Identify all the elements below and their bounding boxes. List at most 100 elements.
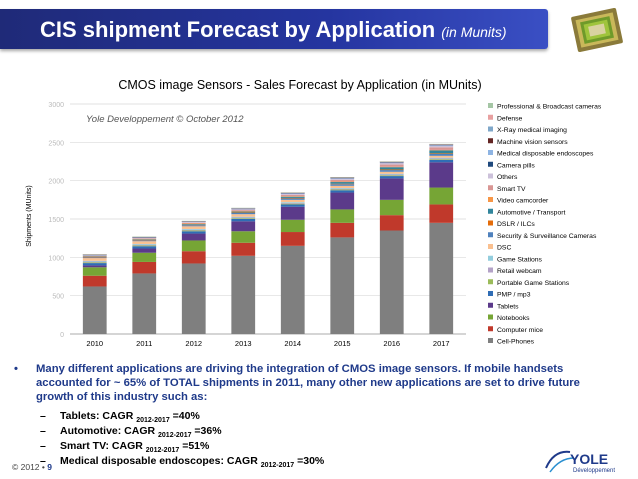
legend-label: Game Stations bbox=[497, 256, 543, 263]
bar-segment bbox=[330, 188, 355, 190]
bar-segment bbox=[379, 171, 404, 174]
bar-segment bbox=[280, 197, 305, 199]
legend-swatch bbox=[488, 197, 493, 202]
copyright: © 2012 • bbox=[12, 462, 45, 472]
bar-segment bbox=[280, 198, 305, 200]
legend-label: Security & Surveillance Cameras bbox=[497, 233, 597, 240]
x-tick-label: 2012 bbox=[185, 339, 202, 348]
bar-segment bbox=[280, 193, 305, 195]
bar-segment bbox=[181, 231, 206, 234]
bar-segment bbox=[132, 273, 157, 334]
bar-segment bbox=[379, 162, 404, 165]
legend-label: Defense bbox=[497, 115, 523, 122]
bar-segment bbox=[181, 225, 206, 227]
bar-segment bbox=[231, 210, 256, 212]
bar-segment bbox=[330, 185, 355, 188]
legend-swatch bbox=[488, 173, 493, 179]
bar-segment bbox=[82, 255, 107, 256]
bar-segment bbox=[379, 178, 404, 200]
y-tick-label: 0 bbox=[60, 332, 64, 339]
bar-segment bbox=[231, 211, 256, 213]
bar-segment bbox=[181, 228, 206, 230]
bar-segment bbox=[379, 175, 404, 177]
legend-swatch bbox=[488, 314, 493, 320]
legend-swatch bbox=[488, 103, 493, 108]
bar-segment bbox=[429, 222, 454, 334]
legend-swatch bbox=[488, 185, 493, 191]
bar-segment bbox=[280, 196, 305, 198]
chart-watermark: Yole Developpement © October 2012 bbox=[86, 114, 244, 125]
bar-segment bbox=[429, 144, 454, 146]
bar-segment bbox=[280, 202, 305, 203]
sub-bullet: – Smart TV: CAGR 2012-2017 =51% bbox=[40, 440, 210, 455]
bar-segment bbox=[181, 224, 206, 225]
x-tick-label: 2017 bbox=[433, 339, 450, 348]
bar-segment bbox=[132, 252, 157, 262]
bar-segment bbox=[82, 258, 107, 261]
bar-segment bbox=[132, 261, 157, 274]
x-tick-label: 2016 bbox=[383, 339, 400, 348]
bar-segment bbox=[280, 196, 305, 197]
bar-segment bbox=[379, 174, 404, 176]
bar-segment bbox=[280, 204, 305, 207]
bar-segment bbox=[330, 237, 355, 334]
bar-segment bbox=[429, 153, 454, 156]
bar-segment bbox=[379, 167, 404, 170]
bar-segment bbox=[231, 217, 256, 219]
legend-swatch bbox=[488, 291, 493, 296]
sub-bullet: – Tablets: CAGR 2012-2017 =40% bbox=[40, 410, 200, 425]
bar-segment bbox=[231, 255, 256, 334]
bar-segment bbox=[82, 275, 107, 287]
legend-label: Others bbox=[497, 174, 518, 181]
legend-swatch bbox=[488, 208, 493, 214]
legend-swatch bbox=[488, 338, 493, 343]
bar-segment bbox=[280, 203, 305, 205]
bar-segment bbox=[379, 199, 404, 216]
bar-segment bbox=[330, 178, 355, 180]
bar-segment bbox=[330, 183, 355, 185]
bar-segment bbox=[379, 170, 404, 172]
slide-header: CIS shipment Forecast by Application (in … bbox=[0, 0, 638, 56]
legend-label: Cell-Phones bbox=[497, 339, 535, 346]
sub-bullet: – Medical disposable endoscopes: CAGR 201… bbox=[40, 455, 325, 470]
bar-segment bbox=[181, 229, 206, 231]
legend-label: DSLR / ILCs bbox=[497, 221, 535, 228]
bar-segment bbox=[181, 223, 206, 225]
legend-label: Machine vision sensors bbox=[497, 139, 568, 146]
legend-label: PMP / mp3 bbox=[497, 292, 531, 299]
title-bar bbox=[0, 9, 548, 49]
bar-segment bbox=[132, 240, 157, 242]
bar-segment bbox=[429, 159, 454, 163]
bar-segment bbox=[231, 221, 256, 232]
bar-segment bbox=[231, 208, 256, 211]
bar-segment bbox=[280, 232, 305, 246]
sensor-chip-icon bbox=[571, 7, 623, 53]
bar-segment bbox=[330, 182, 355, 184]
legend-swatch bbox=[488, 161, 493, 167]
bar-segment bbox=[231, 211, 256, 212]
bar-segment bbox=[181, 226, 206, 229]
bar-segment bbox=[379, 215, 404, 231]
bar-segment bbox=[181, 233, 206, 241]
bar-segment bbox=[181, 230, 206, 232]
bar-segment bbox=[429, 150, 454, 154]
bar-segment bbox=[82, 262, 107, 264]
legend-label: X-Ray medical imaging bbox=[497, 127, 567, 134]
bar-segment bbox=[132, 244, 157, 246]
legend-label: Video camcorder bbox=[497, 198, 549, 205]
bar-segment bbox=[429, 204, 454, 223]
stacked-bar-chart: Shipments (MUnits) Yole Developpement © … bbox=[26, 102, 602, 348]
bar-segment bbox=[330, 222, 355, 238]
bar-segment bbox=[82, 255, 107, 257]
bar-segment bbox=[379, 169, 404, 171]
bar-segment bbox=[429, 145, 454, 148]
bar-segment bbox=[231, 242, 256, 256]
bar-segment bbox=[280, 194, 305, 197]
slide-subtitle: (in Munits) bbox=[441, 24, 507, 40]
bar-segment bbox=[82, 263, 107, 266]
bar-segment bbox=[280, 219, 305, 233]
bar-segment bbox=[429, 157, 454, 159]
x-tick-label: 2014 bbox=[284, 339, 301, 348]
legend-label: Professional & Broadcast cameras bbox=[497, 104, 602, 111]
bar-segment bbox=[330, 192, 355, 210]
